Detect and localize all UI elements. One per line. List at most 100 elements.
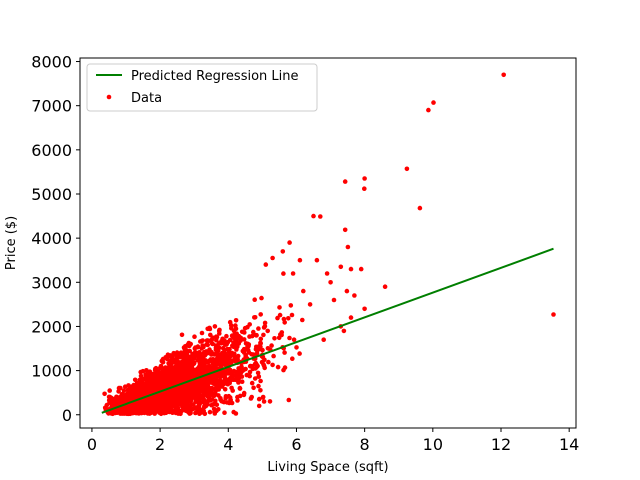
data-point: [253, 333, 259, 338]
data-point: [166, 401, 171, 407]
x-tick-label: 6: [291, 435, 301, 454]
data-point: [261, 362, 266, 367]
data-point: [199, 369, 205, 375]
data-point: [247, 373, 252, 379]
data-point: [341, 328, 347, 334]
data-point: [230, 343, 235, 349]
data-point: [207, 347, 212, 352]
data-point: [245, 324, 250, 330]
data-point: [130, 394, 136, 399]
data-point: [185, 354, 190, 360]
data-point: [260, 354, 266, 360]
y-axis-label: Price ($): [4, 216, 19, 270]
data-point: [282, 350, 287, 355]
data-point: [212, 324, 218, 329]
data-point: [209, 352, 214, 357]
data-point: [212, 379, 217, 385]
data-point: [144, 368, 149, 373]
data-point: [167, 369, 172, 375]
data-point: [159, 358, 165, 364]
data-point: [246, 343, 251, 349]
data-point: [263, 262, 269, 267]
data-point: [148, 380, 153, 385]
legend-box: [86, 63, 318, 112]
data-point: [253, 366, 258, 371]
data-point: [146, 408, 151, 413]
data-point: [207, 358, 213, 363]
data-point: [196, 386, 202, 391]
data-point: [198, 339, 203, 344]
data-point: [267, 399, 273, 404]
data-point: [362, 186, 367, 191]
data-point: [290, 356, 295, 362]
data-point: [184, 389, 189, 395]
y-tick-label: 6000: [31, 141, 72, 160]
data-point: [348, 315, 354, 320]
data-point: [216, 407, 221, 412]
data-point: [118, 385, 123, 391]
data-point: [146, 403, 151, 409]
data-point: [136, 387, 141, 393]
data-point: [211, 406, 217, 412]
data-point: [121, 388, 127, 393]
data-point: [300, 317, 305, 323]
data-point: [251, 352, 256, 357]
legend: Predicted Regression Line Data: [86, 63, 318, 112]
data-point: [192, 334, 197, 340]
data-point: [160, 368, 166, 374]
data-point: [222, 387, 228, 392]
data-point: [199, 355, 205, 360]
data-point: [118, 398, 124, 404]
data-point: [178, 397, 184, 402]
data-point: [277, 305, 282, 310]
data-point: [227, 371, 232, 376]
data-point: [297, 257, 303, 263]
data-point: [344, 288, 350, 294]
data-point: [209, 390, 214, 396]
data-point: [280, 249, 286, 254]
data-point: [269, 343, 274, 348]
data-point: [241, 392, 247, 398]
data-point: [314, 257, 320, 263]
data-point: [212, 411, 218, 416]
data-point: [219, 379, 224, 385]
data-point: [176, 379, 181, 385]
data-point: [307, 302, 313, 307]
data-point: [270, 362, 275, 368]
data-point: [256, 374, 262, 379]
data-point: [182, 401, 187, 406]
data-point: [328, 280, 333, 285]
data-point: [205, 384, 210, 390]
data-point: [102, 405, 108, 411]
data-point: [270, 255, 275, 261]
data-point: [214, 387, 220, 392]
data-point: [358, 266, 364, 272]
data-point: [126, 410, 132, 415]
data-point: [227, 400, 232, 406]
data-point: [236, 341, 242, 346]
data-point: [216, 393, 221, 398]
data-point: [172, 403, 178, 409]
data-point: [255, 370, 261, 376]
data-point: [297, 351, 302, 356]
data-point: [213, 360, 219, 365]
data-point: [225, 339, 231, 345]
data-point: [290, 271, 296, 276]
data-point: [124, 395, 130, 401]
data-point: [169, 361, 174, 366]
data-point: [286, 316, 291, 321]
data-point: [178, 400, 184, 406]
y-tick-label: 1000: [31, 362, 72, 381]
data-point: [135, 383, 140, 389]
data-point: [224, 333, 229, 339]
data-point: [209, 402, 214, 408]
data-point: [202, 381, 207, 387]
data-point: [200, 343, 205, 348]
data-point: [501, 72, 507, 78]
data-point: [140, 390, 146, 396]
data-point: [265, 346, 271, 351]
data-point: [229, 350, 235, 356]
data-point: [261, 399, 267, 404]
data-point: [262, 320, 268, 326]
data-point: [404, 166, 410, 172]
